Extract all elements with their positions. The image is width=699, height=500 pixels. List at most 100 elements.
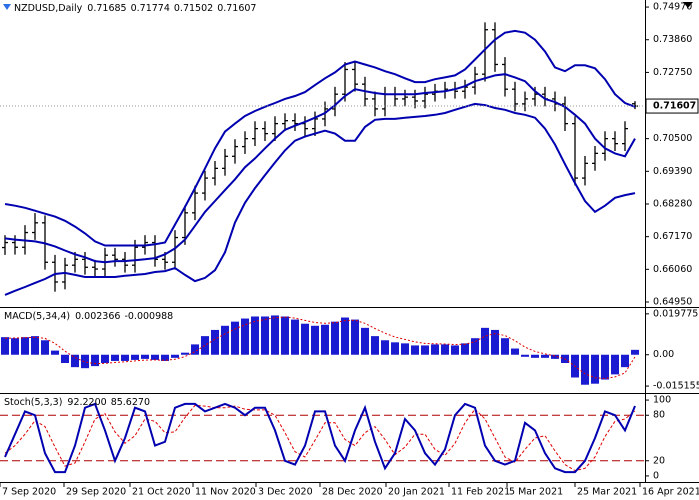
- macd-bar: [461, 343, 469, 355]
- macd-bar: [31, 336, 39, 355]
- y-tick-label: 0.019775: [653, 308, 698, 319]
- stoch-header: Stoch(5,3,3) 92.2200 85.6270: [4, 397, 150, 408]
- current-price-label: 0.71607: [653, 101, 696, 112]
- macd-bar: [591, 354, 599, 384]
- y-tick-label: 0.73860: [653, 34, 692, 45]
- macd-header: MACD(5,34,4) 0.002366 -0.000988: [4, 311, 173, 322]
- x-tick-label: 7 Sep 2020: [2, 487, 56, 498]
- x-tick-label: 5 Mar 2021: [509, 487, 563, 498]
- macd-bar: [421, 345, 429, 355]
- macd-bar: [301, 323, 309, 355]
- y-tick-label: 0.69390: [653, 166, 692, 177]
- current-price-box: [645, 98, 699, 114]
- macd-bar: [21, 337, 29, 355]
- macd-bar: [241, 318, 249, 355]
- main-header: NZDUSD,Daily 0.71685 0.71774 0.71502 0.71607: [14, 3, 256, 14]
- macd-bar: [501, 338, 509, 355]
- macd-bar: [361, 327, 369, 355]
- macd-bar: [431, 344, 439, 355]
- ohlc-close: 0.71607: [217, 3, 256, 14]
- macd-bar: [491, 329, 499, 355]
- macd-bar: [101, 354, 109, 364]
- macd-bar: [331, 321, 339, 355]
- macd-bar: [621, 354, 629, 368]
- macd-bar: [161, 354, 169, 361]
- y-tick-label: 0: [653, 470, 659, 481]
- stoch-signal-readout: 85.6270: [111, 397, 150, 408]
- macd-bar: [51, 350, 59, 355]
- bollinger-middle: [4, 73, 636, 264]
- macd-signal-readout: -0.000988: [124, 311, 173, 322]
- stoch-title: Stoch(5,3,3): [4, 397, 62, 408]
- macd-bar: [231, 321, 239, 355]
- macd-bar: [191, 344, 199, 355]
- y-tick-label: 0.72750: [653, 67, 692, 78]
- macd-bar: [171, 354, 179, 358]
- ohlc-high: 0.71774: [131, 3, 170, 14]
- macd-bar: [81, 354, 89, 369]
- macd-bar: [511, 348, 519, 355]
- x-tick-label: 11 Feb 2021: [451, 487, 510, 498]
- macd-bar: [531, 354, 539, 358]
- x-tick-label: 28 Dec 2020: [322, 487, 383, 498]
- stoch-readout: 92.2200: [67, 397, 106, 408]
- ohlc-low: 0.71502: [174, 3, 213, 14]
- y-tick-label: 0.00: [653, 349, 674, 360]
- x-tick-label: 11 Nov 2020: [195, 487, 256, 498]
- macd-bar: [351, 319, 359, 355]
- y-tick-label: 0.70500: [653, 133, 692, 144]
- macd-bar: [371, 336, 379, 355]
- macd-bar: [471, 338, 479, 355]
- macd-bar: [311, 325, 319, 355]
- macd-bar: [1, 337, 9, 355]
- bollinger-lower: [4, 102, 636, 296]
- macd-bar: [151, 354, 159, 360]
- ohlc-open: 0.71685: [87, 3, 126, 14]
- macd-bar: [341, 317, 349, 355]
- symbol-title: NZDUSD,Daily: [14, 3, 83, 14]
- macd-bar: [391, 342, 399, 355]
- macd-bar: [541, 354, 549, 358]
- y-tick-label: 0.67170: [653, 231, 692, 242]
- x-tick-label: 25 Mar 2021: [577, 487, 637, 498]
- macd-bar: [441, 344, 449, 355]
- y-tick-label: 0.74970: [653, 2, 692, 13]
- y-tick-label: 0.66060: [653, 264, 692, 275]
- macd-signal: [4, 316, 636, 380]
- macd-readout: 0.002366: [75, 311, 120, 322]
- macd-bar: [71, 354, 79, 368]
- macd-bar: [521, 354, 529, 357]
- shift-marker: [683, 2, 693, 8]
- y-tick-label: 0.68280: [653, 198, 692, 209]
- macd-bar: [321, 324, 329, 355]
- macd-bar: [121, 354, 129, 361]
- macd-bar: [611, 354, 619, 375]
- y-tick-label: -0.015155: [653, 381, 699, 392]
- stoch-main: [4, 402, 636, 474]
- x-tick-label: 20 Jan 2021: [388, 487, 445, 498]
- x-tick-label: 3 Dec 2020: [258, 487, 313, 498]
- macd-bar: [251, 316, 259, 355]
- x-tick-label: 21 Oct 2020: [132, 487, 191, 498]
- macd-bar: [61, 354, 69, 364]
- x-tick-label: 16 Apr 2021: [642, 487, 699, 498]
- x-tick-label: 29 Sep 2020: [66, 487, 126, 498]
- macd-bar: [581, 354, 589, 385]
- macd-bar: [451, 345, 459, 355]
- macd-bar: [91, 354, 99, 367]
- macd-bar: [481, 327, 489, 355]
- macd-bar: [291, 319, 299, 355]
- macd-bar: [281, 316, 289, 355]
- macd-bar: [11, 338, 19, 355]
- macd-bar: [601, 354, 609, 380]
- macd-bar: [551, 354, 559, 359]
- macd-bar: [411, 345, 419, 355]
- y-tick-label: 80: [653, 410, 665, 421]
- symbol-icon: [3, 4, 11, 10]
- macd-bar: [271, 315, 279, 355]
- macd-bar: [131, 354, 139, 360]
